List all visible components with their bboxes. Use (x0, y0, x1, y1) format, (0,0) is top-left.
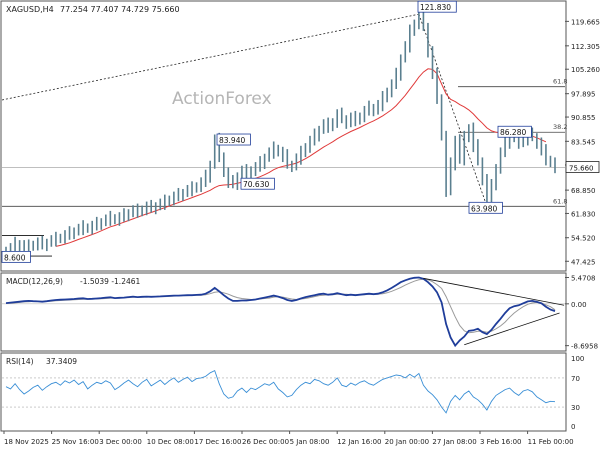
macd-chart-layer: 5.4708 0.00 -8.6958 (2, 275, 598, 351)
price-annotation-box (417, 0, 457, 13)
x-axis-tick-label: 11 Feb 00:00 (528, 438, 574, 446)
macd-title: MACD(12,26,9) (6, 277, 63, 286)
x-axis-tick-label: 3 Feb 16:00 (480, 438, 521, 446)
price-annotation-label: 83.940 (219, 136, 245, 145)
rsi-axis-tick-label: 30 (571, 404, 580, 412)
price-annotation-label: 70.630 (243, 180, 269, 189)
macd-panel-frame (0, 272, 567, 352)
price-annotation-label: 86.280 (500, 128, 526, 137)
rsi-axis-tick-label: 0 (571, 423, 575, 431)
macd-axis-tick-label: 0.00 (571, 301, 587, 309)
fib-label: 38.2 (553, 123, 567, 131)
trend-line-dotted (1, 13, 419, 101)
chart-ohlc: 77.254 77.407 74.729 75.660 (60, 5, 180, 14)
x-axis-tick-label: 5 Jan 08:00 (290, 438, 330, 446)
chart-symbol: XAGUSD,H4 (6, 5, 54, 14)
x-axis-tick-label: 12 Jan 16:00 (337, 438, 381, 446)
macd-trendline (423, 277, 565, 306)
price-axis-tick-label: 61.830 (571, 210, 596, 218)
price-annotation-label: 8.600 (4, 253, 26, 262)
x-axis-tick-label: 25 Nov 16:00 (52, 438, 99, 446)
x-axis-tick-label: 26 Dec 00:00 (242, 438, 289, 446)
rsi-axis-tick-label: 100 (571, 355, 584, 363)
price-annotation-box (240, 177, 275, 190)
price-annotation-box (216, 133, 251, 146)
price-annotation-label: 63.980 (471, 204, 497, 213)
current-price-label: 75.660 (569, 165, 594, 173)
macd-axis-tick-label: 5.4708 (571, 275, 596, 283)
price-axis-tick-label: 105.260 (571, 66, 600, 74)
price-annotation-box (1, 250, 31, 263)
rsi-panel-frame (0, 352, 567, 432)
macd-trendline (464, 312, 560, 346)
watermark: ActionForex (172, 89, 272, 109)
price-axis-tick-label: 68.850 (571, 187, 596, 195)
price-axis-tick-label: 97.895 (571, 91, 596, 99)
price-annotation-label: 121.830 (420, 3, 451, 12)
price-annotation-box (468, 201, 503, 214)
fib-label: 61.8 (553, 197, 567, 205)
price-panel-frame (0, 0, 567, 272)
macd-axis-tick-label: -8.6958 (571, 343, 598, 351)
rsi-value: 37.3409 (46, 357, 77, 366)
rsi-line (5, 369, 556, 414)
x-axis-tick-label: 17 Dec 16:00 (194, 438, 241, 446)
price-annotation-box (497, 125, 532, 138)
rsi-title: RSI(14) (6, 357, 34, 366)
macd-values: -1.5039 -1.2461 (80, 277, 141, 286)
x-axis-tick-label: 20 Jan 00:00 (385, 438, 429, 446)
price-chart-layer: 119.665 112.305 105.260 97.895 90.855 83.545 7… (1, 0, 600, 266)
rsi-axis-tick-label: 70 (571, 375, 580, 383)
x-axis: 18 Nov 2025 25 Nov 16:00 3 Dec 00:00 10 Dec… (3, 431, 574, 446)
macd-main-line (5, 276, 556, 348)
price-axis-tick-label: 112.305 (571, 43, 600, 51)
x-axis-tick-label: 3 Dec 00:00 (99, 438, 142, 446)
price-axis-tick-label: 90.855 (571, 114, 596, 122)
current-price-box (565, 161, 600, 173)
x-axis-tick-label: 10 Dec 08:00 (147, 438, 194, 446)
price-axis-tick-label: 54.520 (571, 235, 596, 243)
price-axis-tick-label: 47.425 (571, 258, 596, 266)
rsi-chart-layer: 70 30 100 0 (2, 355, 584, 431)
x-axis-tick-label: 27 Jan 08:00 (432, 438, 476, 446)
fib-label: 61.8 (553, 78, 567, 86)
x-axis-tick-label: 18 Nov 2025 (4, 438, 49, 446)
price-axis-tick-label: 83.545 (571, 138, 596, 146)
trend-line-dotted (418, 14, 488, 207)
price-axis-tick-label: 119.665 (571, 18, 600, 26)
